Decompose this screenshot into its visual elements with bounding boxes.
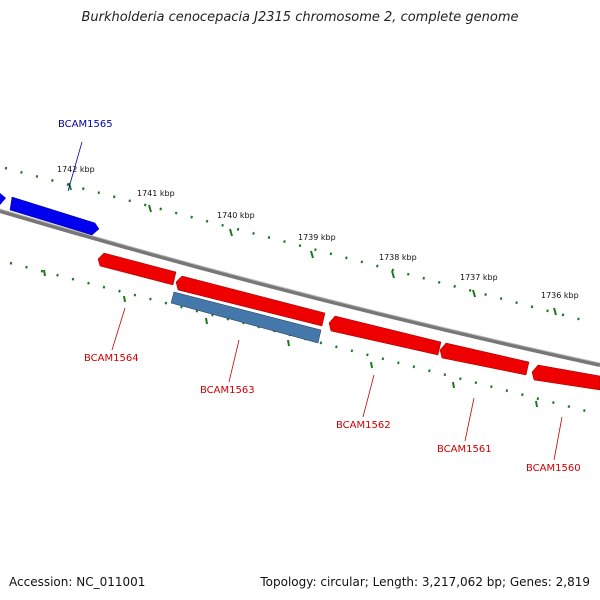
gene-arrow-bcam1563[interactable] — [170, 291, 322, 344]
leader-line — [362, 374, 375, 418]
tick-mark — [310, 250, 314, 259]
leader-line — [111, 307, 126, 351]
gene-arrow-bcam1562-a[interactable] — [175, 275, 326, 327]
leader-line — [67, 141, 83, 192]
tick-mark — [452, 381, 455, 389]
tick-mark — [535, 400, 538, 408]
gene-label-bcam1564[interactable]: BCAM1564 — [84, 353, 139, 364]
inner-tick-track — [9, 261, 591, 414]
tick-label: 1736 kbp — [541, 291, 579, 300]
tick-mark — [68, 182, 72, 191]
tick-mark — [43, 269, 46, 277]
tick-label: 1741 kbp — [137, 189, 175, 198]
tick-label: 1737 kbp — [460, 273, 498, 282]
gene-arrow-bcam1561[interactable] — [439, 342, 530, 376]
gene-label-bcam1561[interactable]: BCAM1561 — [437, 444, 492, 455]
gene-label-bcam1565[interactable]: BCAM1565 — [58, 119, 113, 130]
tick-mark — [229, 228, 233, 237]
tick-label: 1738 kbp — [379, 253, 417, 262]
accession-text: Accession: NC_011001 — [9, 575, 146, 589]
chromosome-backbone — [0, 209, 600, 367]
tick-mark — [205, 317, 208, 325]
tick-mark — [148, 204, 152, 213]
tick-label: 1740 kbp — [217, 211, 255, 220]
leader-line — [464, 397, 475, 442]
tick-mark — [391, 270, 395, 279]
tick-mark — [553, 307, 557, 316]
map-title: Burkholderia cenocepacia J2315 chromosom… — [81, 10, 519, 25]
gene-arrow-partial[interactable] — [0, 193, 6, 205]
tick-mark — [472, 289, 476, 298]
tick-mark — [287, 339, 290, 347]
leader-line — [228, 339, 240, 383]
outer-tick-track — [4, 166, 591, 324]
gene-label-bcam1560[interactable]: BCAM1560 — [526, 463, 581, 474]
tick-mark — [123, 295, 126, 303]
gene-arrow-bcam1562[interactable] — [328, 315, 442, 356]
tick-mark — [370, 361, 373, 369]
gene-arrow-bcam1565[interactable] — [9, 196, 100, 236]
tick-label: 1742 kbp — [57, 165, 95, 174]
genome-summary-text: Topology: circular; Length: 3,217,062 bp… — [260, 575, 590, 589]
tick-label: 1739 kbp — [298, 233, 336, 242]
gene-label-bcam1562[interactable]: BCAM1562 — [336, 420, 391, 431]
gene-arrow-bcam1564[interactable] — [97, 252, 177, 286]
gene-label-bcam1563[interactable]: BCAM1563 — [200, 385, 255, 396]
leader-line — [553, 416, 563, 461]
gene-arrow-bcam1560[interactable] — [531, 364, 600, 391]
